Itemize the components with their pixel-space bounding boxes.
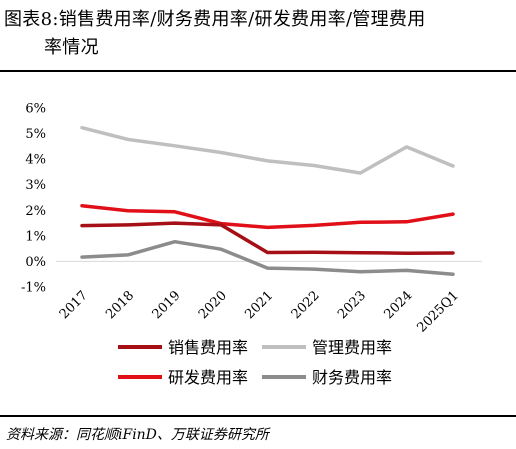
series-line xyxy=(80,125,455,175)
y-tick-label: 5% xyxy=(25,127,46,142)
y-tick-label: 0% xyxy=(25,255,46,270)
series-lines xyxy=(80,125,455,276)
chart-title: 图表8:销售费用率/财务费用率/研发费用率/管理费用 率情况 xyxy=(4,6,509,62)
y-tick-label: 3% xyxy=(25,178,46,193)
x-tick-label: 2023 xyxy=(335,288,369,322)
legend-label: 财务费用率 xyxy=(312,368,392,387)
y-tick-label: 1% xyxy=(25,229,46,244)
chart-title-line-1: 图表8:销售费用率/财务费用率/研发费用率/管理费用 xyxy=(4,9,426,30)
x-tick-label: 2025Q1 xyxy=(414,288,461,335)
y-tick-label: 6% xyxy=(25,102,46,117)
x-tick-label: 2022 xyxy=(289,288,323,322)
y-tick-label: -1% xyxy=(21,281,46,296)
y-tick-label: 4% xyxy=(25,153,46,168)
x-tick-label: 2021 xyxy=(242,288,276,322)
legend-label: 销售费用率 xyxy=(168,338,248,357)
series-line xyxy=(80,239,455,276)
legend-label: 研发费用率 xyxy=(168,368,248,387)
x-tick-label: 2018 xyxy=(103,288,137,322)
y-tick-label: 2% xyxy=(25,204,46,219)
x-tick-label: 2024 xyxy=(381,288,415,322)
expense-ratio-line-chart: 6% 5% 4% 3% 2% 1% 0% -1% 2017 2018 2019 2020 2021 20… xyxy=(21,102,482,387)
chart-title-line-2: 率情况 xyxy=(44,37,99,58)
legend-label: 管理费用率 xyxy=(312,338,392,357)
source-note: 资料来源：同花顺iFinD、万联证券研究所 xyxy=(6,427,269,443)
source-divider xyxy=(0,415,516,417)
x-tick-label: 2017 xyxy=(57,288,91,322)
series-line xyxy=(80,203,455,230)
x-tick-label: 2020 xyxy=(196,288,230,322)
series-line xyxy=(80,221,455,255)
y-axis-labels: 6% 5% 4% 3% 2% 1% 0% -1% xyxy=(21,102,46,296)
title-divider xyxy=(0,70,516,72)
x-tick-label: 2019 xyxy=(150,288,184,322)
